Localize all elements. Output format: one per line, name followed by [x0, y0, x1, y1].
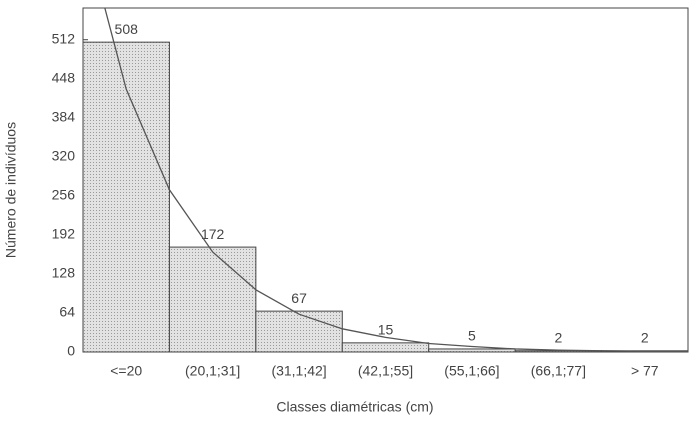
x-axis-title: Classes diamétricas (cm) — [276, 399, 433, 415]
y-axis-title: Número de indivíduos — [3, 122, 19, 258]
value-label: 2 — [641, 329, 649, 345]
x-tick-label: (42,1;55] — [358, 363, 413, 379]
x-tick-label: (66,1;77] — [531, 363, 586, 379]
y-tick-label: 192 — [52, 226, 76, 242]
bar — [82, 41, 170, 353]
bar — [428, 348, 516, 353]
value-label: 5 — [468, 328, 476, 344]
x-tick-label: <=20 — [110, 363, 142, 379]
value-label: 67 — [291, 290, 307, 306]
bar — [341, 342, 430, 353]
value-label: 2 — [554, 329, 562, 345]
y-tick-label: 448 — [52, 69, 76, 85]
y-tick-label: 256 — [52, 187, 76, 203]
bar — [168, 246, 257, 353]
x-tick-label: > 77 — [631, 363, 659, 379]
y-tick-label: 0 — [67, 343, 75, 359]
y-tick-label: 384 — [52, 108, 76, 124]
value-label: 15 — [378, 322, 394, 338]
x-tick-label: (20,1;31] — [185, 363, 240, 379]
value-label: 508 — [115, 21, 139, 37]
fit-curve — [104, 8, 688, 352]
x-tick-label: (55,1;66] — [444, 363, 499, 379]
bar — [255, 310, 343, 353]
y-tick-label: 512 — [52, 30, 76, 46]
x-tick-label: (31,1;42] — [271, 363, 326, 379]
y-tick-label: 64 — [59, 304, 75, 320]
value-label: 172 — [201, 226, 225, 242]
y-tick-label: 128 — [52, 265, 76, 281]
y-tick-label: 320 — [52, 148, 76, 164]
